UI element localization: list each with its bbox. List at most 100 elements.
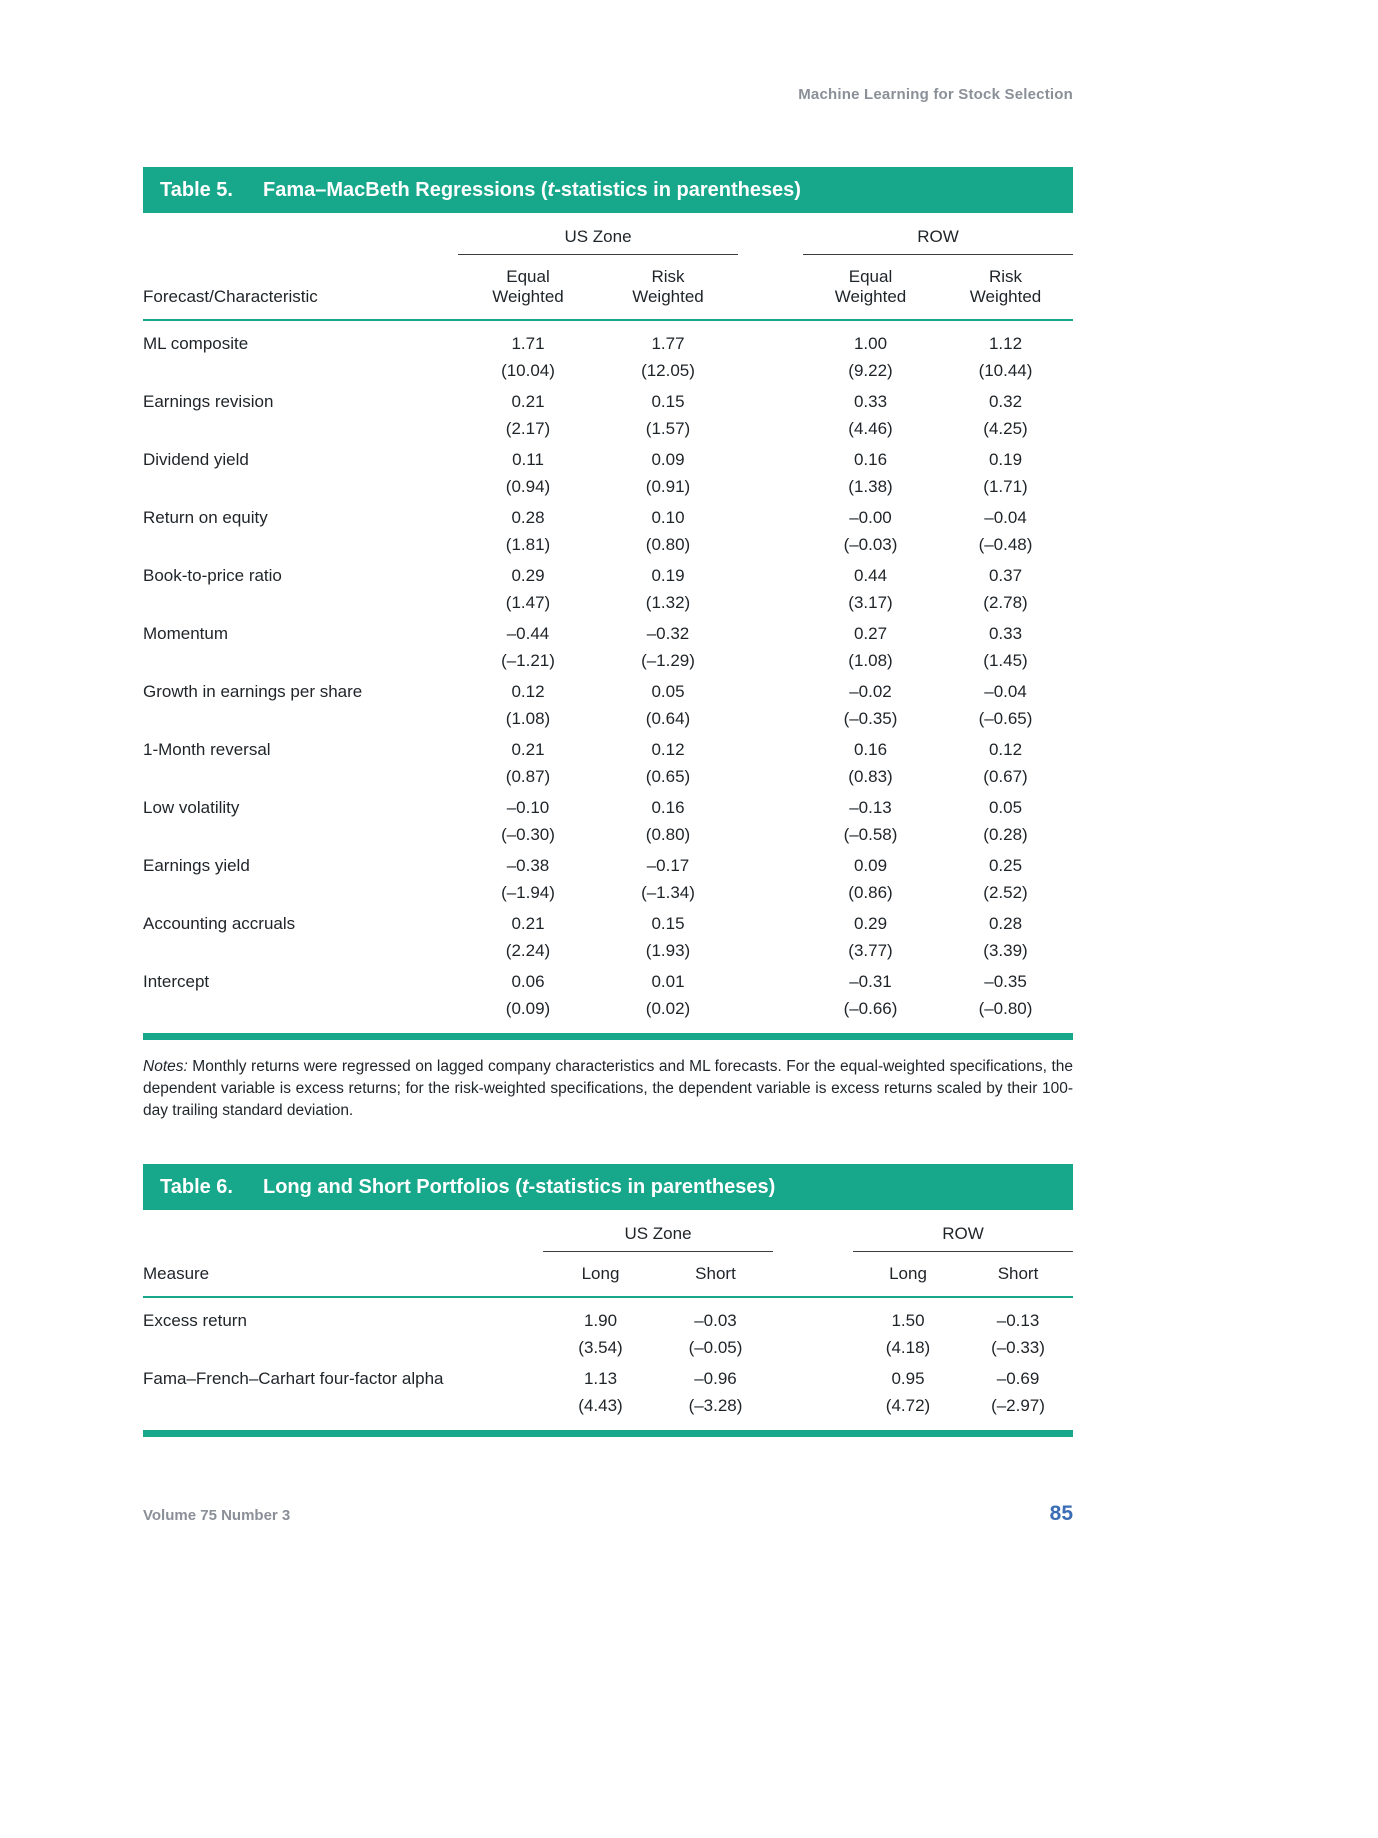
column-spacer xyxy=(738,473,803,502)
table-row-tstats: (1.08) (0.64) (–0.35) (–0.65) xyxy=(143,705,1073,734)
table5-section: Table 5. Fama–MacBeth Regressions (t-sta… xyxy=(143,167,1074,1122)
cell-value: 0.19 xyxy=(988,450,1023,469)
group-header-row-zone: ROW xyxy=(853,1224,1074,1252)
row-label-empty xyxy=(143,821,458,850)
table-row: Book-to-price ratio 0.29 0.19 0.44 0.37 xyxy=(143,560,1073,589)
cell-tstat: (0.87) xyxy=(505,767,551,786)
cell-value: 0.05 xyxy=(651,682,685,701)
cell-tstat: (–0.03) xyxy=(843,535,898,554)
cell-value: 0.09 xyxy=(853,856,888,875)
cell-tstat: (0.80) xyxy=(645,825,691,844)
table-row-tstats: (2.17) (1.57) (4.46) (4.25) xyxy=(143,415,1073,444)
cell-value: 0.28 xyxy=(511,508,545,527)
notes-label: Notes: xyxy=(143,1058,188,1075)
cell-value: –0.03 xyxy=(694,1311,737,1330)
table5-title-italic-t: t xyxy=(547,178,555,201)
cell-value: 0.33 xyxy=(988,624,1023,643)
cell-value: –0.02 xyxy=(849,682,892,701)
group-header-us-zone-cell: US Zone xyxy=(543,1210,773,1252)
cell-tstat: (2.78) xyxy=(983,593,1028,612)
row-label: Accounting accruals xyxy=(143,914,296,933)
cell-tstat: (–0.05) xyxy=(688,1338,743,1357)
cell-tstat: (–0.65) xyxy=(978,709,1033,728)
table6-title: Long and Short Portfolios (t-statistics … xyxy=(263,1176,775,1199)
cell-tstat: (0.91) xyxy=(645,477,691,496)
cell-value: –0.13 xyxy=(849,798,892,817)
column-spacer xyxy=(738,320,803,357)
cell-tstat: (–2.97) xyxy=(991,1396,1045,1415)
column-header-long-row: Long xyxy=(853,1252,963,1298)
column-spacer xyxy=(738,734,803,763)
row-label-empty xyxy=(143,473,458,502)
cell-tstat: (2.17) xyxy=(505,419,551,438)
cell-tstat: (1.93) xyxy=(645,941,691,960)
notes-text: Monthly returns were regressed on lagged… xyxy=(143,1058,1073,1119)
group-header-row-zone-cell: ROW xyxy=(853,1210,1074,1252)
row-label: Book-to-price ratio xyxy=(143,566,282,585)
row-label-empty xyxy=(143,415,458,444)
cell-tstat: (0.67) xyxy=(983,767,1028,786)
table-row-tstats: (4.43) (–3.28) (4.72) (–2.97) xyxy=(143,1392,1073,1434)
cell-tstat: (–0.30) xyxy=(501,825,555,844)
table-row: Excess return 1.90 –0.03 1.50 –0.13 xyxy=(143,1297,1073,1334)
row-label: Fama–French–Carhart four-factor alpha xyxy=(143,1369,444,1388)
cell-tstat: (1.57) xyxy=(645,419,691,438)
row-label-empty xyxy=(143,705,458,734)
table-row: Earnings yield –0.38 –0.17 0.09 0.25 xyxy=(143,850,1073,879)
column-header-equal-weighted-us: Equal Weighted xyxy=(458,255,598,321)
cell-value: 0.12 xyxy=(651,740,685,759)
column-spacer xyxy=(773,1392,853,1434)
cell-value: 0.21 xyxy=(511,914,545,933)
cell-tstat: (1.47) xyxy=(505,593,551,612)
row-label-empty xyxy=(143,763,458,792)
table-row-tstats: (0.94) (0.91) (1.38) (1.71) xyxy=(143,473,1073,502)
footer-page-number: 85 xyxy=(1049,1502,1073,1525)
column-gap xyxy=(738,255,803,321)
cell-tstat: (–0.58) xyxy=(843,825,898,844)
row-label-empty xyxy=(143,1334,543,1363)
cell-value: 0.32 xyxy=(988,392,1023,411)
cell-tstat: (2.52) xyxy=(983,883,1028,902)
cell-tstat: (12.05) xyxy=(641,361,695,380)
column-spacer xyxy=(738,908,803,937)
cell-tstat: (0.80) xyxy=(645,535,691,554)
cell-tstat: (–0.33) xyxy=(991,1338,1045,1357)
cell-value: 1.71 xyxy=(511,334,545,353)
column-spacer xyxy=(738,531,803,560)
cell-tstat: (0.09) xyxy=(505,999,551,1018)
row-label: Dividend yield xyxy=(143,450,249,469)
cell-tstat: (–0.35) xyxy=(843,709,898,728)
cell-value: 0.16 xyxy=(853,450,888,469)
cell-value: 0.10 xyxy=(651,508,685,527)
cell-tstat: (1.81) xyxy=(505,535,551,554)
row-label-empty xyxy=(143,879,458,908)
cell-tstat: (4.25) xyxy=(983,419,1028,438)
table5-notes: Notes: Monthly returns were regressed on… xyxy=(143,1056,1073,1122)
table6-banner: Table 6. Long and Short Portfolios (t-st… xyxy=(143,1164,1073,1210)
cell-value: 1.77 xyxy=(651,334,685,353)
table-row-tstats: (10.04) (12.05) (9.22) (10.44) xyxy=(143,357,1073,386)
page-footer: Volume 75 Number 3 85 xyxy=(143,1502,1073,1526)
column-spacer xyxy=(738,444,803,473)
table6-section: Table 6. Long and Short Portfolios (t-st… xyxy=(143,1164,1074,1437)
cell-value: 0.09 xyxy=(651,450,685,469)
cell-value: –0.32 xyxy=(646,624,690,643)
cell-value: 1.12 xyxy=(988,334,1023,353)
table5-group-header-row: US Zone ROW xyxy=(143,213,1074,255)
cell-value: 1.50 xyxy=(891,1311,925,1330)
cell-value: 0.33 xyxy=(853,392,888,411)
cell-value: 0.28 xyxy=(988,914,1023,933)
cell-tstat: (1.08) xyxy=(505,709,551,728)
row-label: ML composite xyxy=(143,334,249,353)
cell-value: –0.31 xyxy=(849,972,892,991)
table6-group-header-row: US Zone ROW xyxy=(143,1210,1074,1252)
table-row: Growth in earnings per share 0.12 0.05 –0.0… xyxy=(143,676,1073,705)
cell-value: 1.90 xyxy=(583,1311,618,1330)
cell-value: –0.44 xyxy=(506,624,550,643)
table6: US Zone ROW Measure Long Short Long Sho xyxy=(143,1210,1074,1437)
cell-value: 0.01 xyxy=(651,972,685,991)
column-header-short-row: Short xyxy=(963,1252,1074,1298)
column-header-short-us: Short xyxy=(658,1252,773,1298)
cell-tstat: (–3.28) xyxy=(688,1396,743,1415)
cell-tstat: (4.43) xyxy=(578,1396,623,1415)
